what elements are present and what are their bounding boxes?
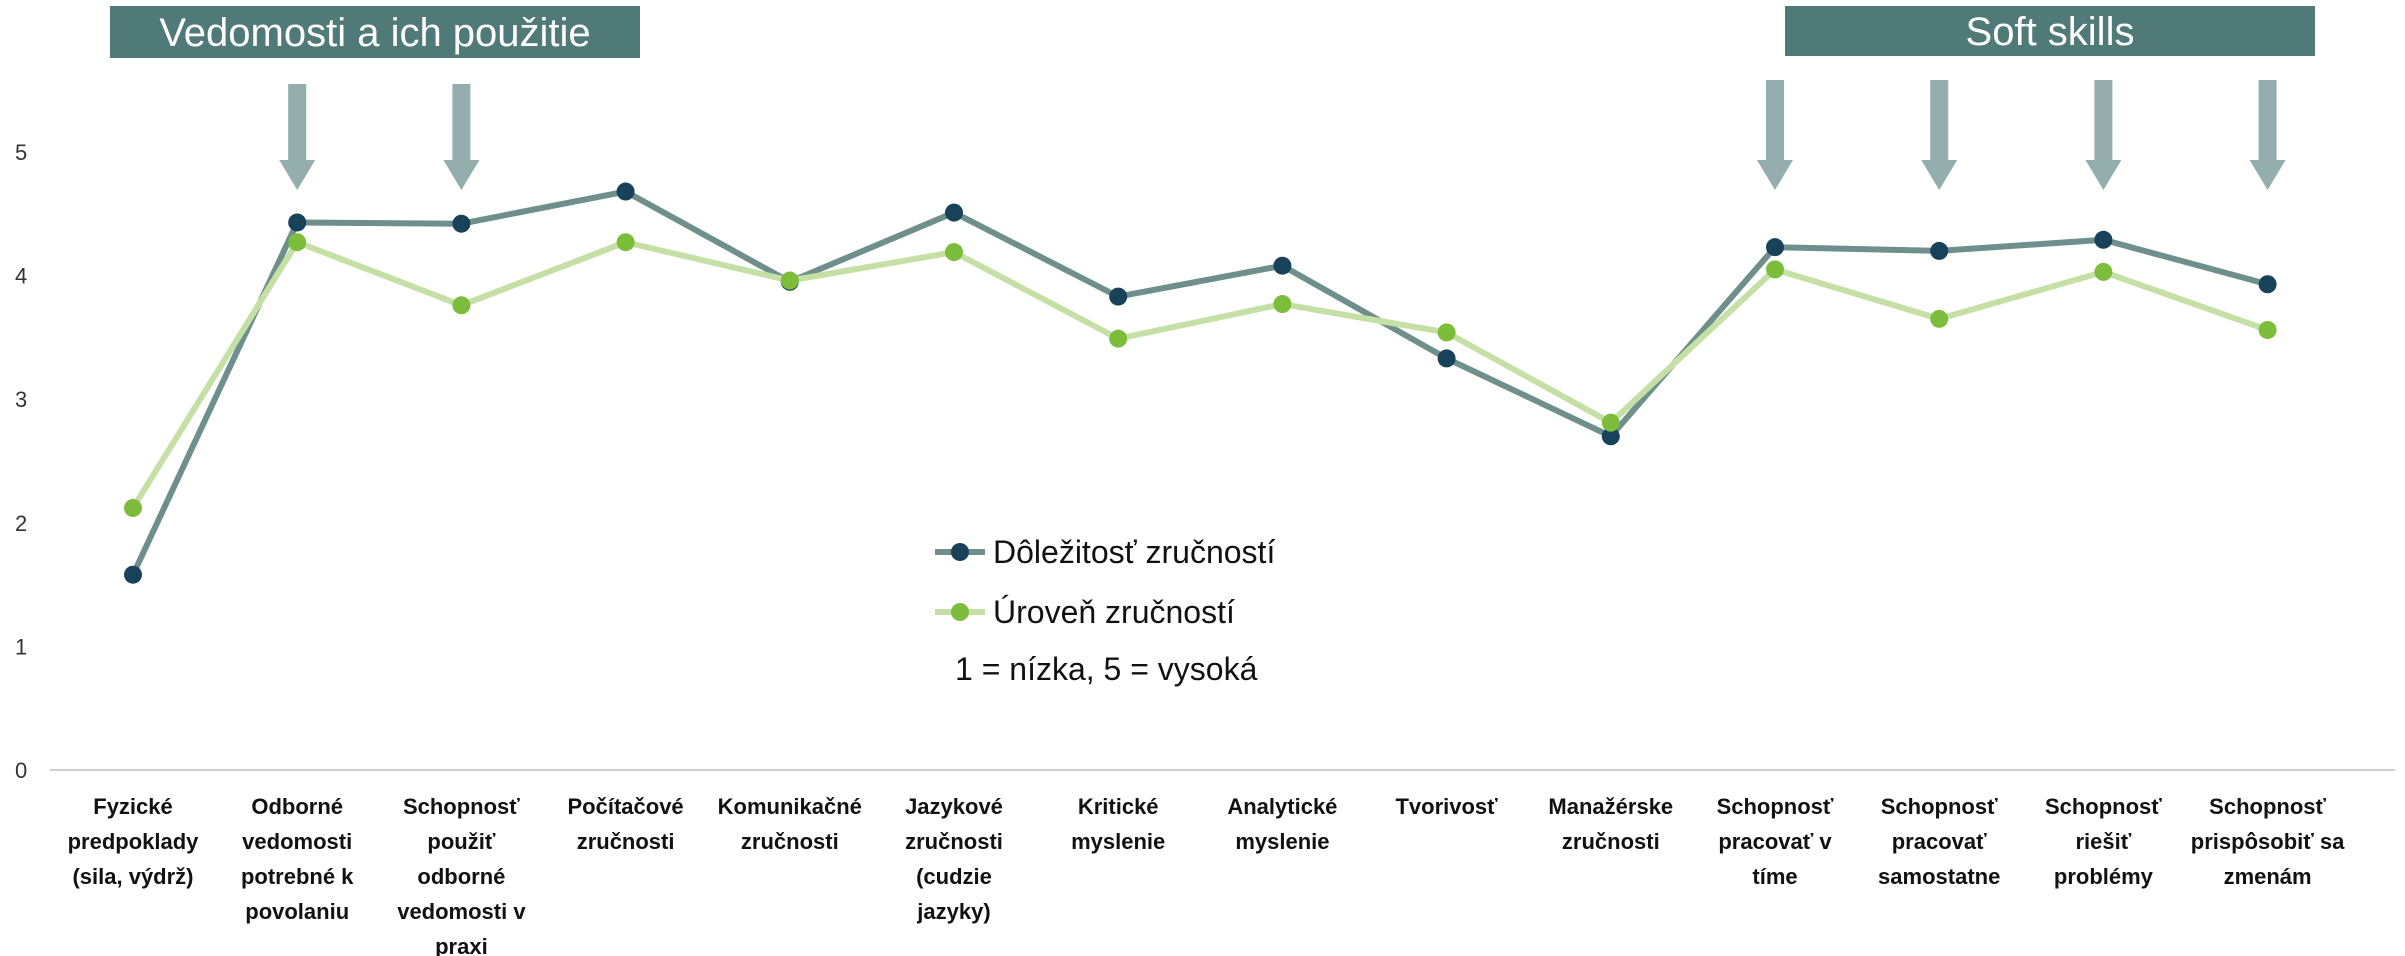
data-point-series-1 (1766, 260, 1784, 279)
down-arrow-icon (1921, 80, 1958, 190)
data-point-series-1 (288, 233, 307, 252)
legend-label-importance: Dôležitosť zručností (993, 534, 1275, 570)
data-point-series-0 (945, 203, 963, 222)
y-axis-ticks: 0 1 2 3 4 5 (15, 140, 27, 783)
y-tick-label: 1 (15, 634, 27, 659)
data-point-series-1 (124, 498, 142, 517)
x-tick-label: Tvorivosť (1395, 794, 1498, 819)
data-point-series-0 (124, 565, 142, 584)
data-point-series-0 (1930, 241, 1949, 260)
y-tick-label: 3 (15, 387, 27, 412)
x-tick-label: Počítačové zručnosti (568, 794, 684, 854)
data-point-series-1 (780, 271, 799, 290)
down-arrow-icon (2249, 80, 2286, 190)
series-line-0 (130, 188, 2269, 576)
x-tick-label: Analytické myslenie (1227, 794, 1337, 854)
data-point-series-0 (288, 213, 307, 232)
data-point-series-0 (452, 214, 471, 233)
x-tick-label: Kritické myslenie (1071, 794, 1165, 854)
legend-marker-importance (951, 543, 969, 561)
down-arrow-icon (2085, 80, 2122, 190)
x-tick-label: Schopnosť pracovať v tíme (1717, 794, 1834, 889)
data-point-series-1 (1930, 309, 1949, 328)
x-tick-label: Odborné vedomosti potrebné k povolaniu (241, 794, 354, 924)
data-point-series-0 (1601, 427, 1620, 446)
data-point-series-1 (2094, 262, 2113, 281)
data-point-series-1 (2258, 320, 2277, 339)
data-point-series-1 (452, 296, 471, 315)
x-tick-label: Schopnosť použiť odborné vedomosti v praxi (397, 794, 526, 956)
data-point-series-1 (1109, 329, 1128, 348)
x-tick-label: Schopnosť prispôsobiť sa zmenám (2191, 794, 2345, 889)
x-tick-label: Fyzické predpoklady (sila, výdrž) (68, 794, 200, 889)
banner-soft-skills (1785, 6, 2315, 56)
x-tick-label: Manažérske zručnosti (1548, 794, 1673, 854)
data-point-series-0 (1766, 238, 1784, 257)
banner-soft-skills-label: Soft skills (1966, 10, 2135, 54)
down-arrow-icon (1757, 80, 1793, 190)
y-tick-label: 4 (15, 264, 27, 289)
data-point-series-1 (1601, 413, 1620, 432)
data-point-series-0 (1437, 349, 1456, 368)
x-axis-ticks: Fyzické predpoklady (sila, výdrž) Odborné ve… (68, 794, 2346, 956)
series-layer (124, 182, 2277, 584)
data-point-series-1 (1273, 295, 1292, 314)
y-tick-label: 2 (15, 511, 27, 536)
x-tick-label: Komunikačné zručnosti (718, 794, 862, 854)
legend-label-level: Úroveň zručností (993, 594, 1235, 630)
data-point-series-0 (1273, 256, 1292, 275)
legend-marker-level (951, 603, 969, 621)
scale-note: 1 = nízka, 5 = vysoká (955, 651, 1258, 687)
banner-knowledge (110, 6, 640, 58)
series-line-1 (130, 239, 2269, 510)
legend: Dôležitosť zručností Úroveň zručností 1 … (935, 534, 1275, 687)
data-point-series-1 (945, 243, 963, 262)
x-tick-label: Jazykové zručnosti (cudzie jazyky) (905, 794, 1003, 924)
data-point-series-0 (2258, 275, 2277, 294)
down-arrow-icon (443, 84, 480, 190)
group-arrows (279, 80, 2286, 190)
y-tick-label: 5 (15, 140, 27, 165)
down-arrow-icon (279, 84, 316, 190)
data-point-series-0 (616, 182, 635, 201)
data-point-series-0 (2094, 230, 2113, 249)
data-point-series-1 (616, 233, 635, 252)
y-tick-label: 0 (15, 758, 27, 783)
x-tick-label: Schopnosť pracovať samostatne (1878, 794, 2000, 889)
data-point-series-1 (1437, 323, 1456, 342)
data-point-series-0 (1109, 287, 1128, 306)
banner-knowledge-label: Vedomosti a ich použitie (159, 11, 590, 55)
group-banners: Vedomosti a ich použitie Soft skills (110, 6, 2315, 58)
x-tick-label: Schopnosť riešiť problémy (2045, 794, 2162, 889)
